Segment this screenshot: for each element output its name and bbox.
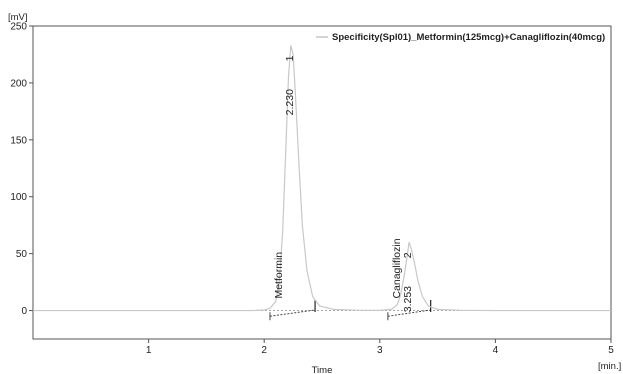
y-tick-label: 0 — [21, 306, 27, 317]
plot-area — [32, 25, 612, 340]
peak-retention-time-label: 3.253 — [402, 286, 414, 312]
x-tick-label: 2 — [261, 345, 267, 356]
peak-retention-time-label: 2.230 — [284, 89, 296, 115]
series-line — [33, 45, 611, 312]
peak-integration-baseline — [269, 309, 316, 317]
peak-name-label: Canagliflozin — [391, 238, 403, 298]
peak-integration-baseline — [387, 309, 431, 317]
x-tick-label: 5 — [608, 345, 614, 356]
x-tick-label: 1 — [146, 345, 152, 356]
y-tick-label: 50 — [16, 249, 28, 260]
y-unit-label: [mV] — [8, 12, 28, 23]
y-axis: 0 50 100 150 200 250 — [10, 22, 33, 317]
y-tick-label: 100 — [10, 192, 27, 203]
y-tick-label: 250 — [10, 22, 27, 33]
x-tick-label: 3 — [377, 345, 383, 356]
peak-number-label: 1 — [284, 55, 296, 61]
x-axis: 1 2 3 4 5 — [146, 339, 614, 356]
series-layer — [33, 45, 611, 312]
y-tick-label: 200 — [10, 78, 27, 89]
x-axis-title: Time — [312, 365, 333, 374]
peak-name-label: Metformin — [273, 252, 285, 299]
peak-number-label: 2 — [402, 252, 414, 258]
y-tick-label: 150 — [10, 135, 27, 146]
x-unit-label: [min.] — [598, 361, 621, 372]
x-tick-label: 4 — [493, 345, 499, 356]
legend-label: Specificity(Spl01)_Metformin(125mcg)+Can… — [332, 32, 605, 43]
legend: Specificity(Spl01)_Metformin(125mcg)+Can… — [316, 32, 605, 43]
